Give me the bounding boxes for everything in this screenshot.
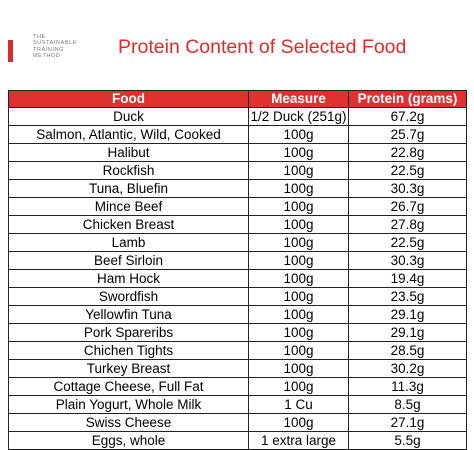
table-row: Rockfish 100g 22.5g	[8, 161, 467, 180]
food-cell: Halibut	[8, 143, 249, 162]
measure-cell: 100g	[248, 215, 349, 234]
protein-cell: 23.5g	[348, 287, 467, 306]
protein-cell: 22.5g	[348, 233, 467, 252]
protein-cell: 26.7g	[348, 197, 467, 216]
measure-cell: 100g	[248, 287, 349, 306]
protein-cell: 22.8g	[348, 143, 467, 162]
protein-cell: 30.3g	[348, 251, 467, 270]
table-row: Ham Hock 100g 19.4g	[8, 269, 467, 288]
table-row: Swiss Cheese 100g 27.1g	[8, 413, 467, 432]
food-cell: Yellowfin Tuna	[8, 305, 249, 324]
measure-cell: 100g	[248, 197, 349, 216]
protein-cell: 29.1g	[348, 305, 467, 324]
food-cell: Chicken Breast	[8, 215, 249, 234]
food-cell: Rockfish	[8, 161, 249, 180]
measure-cell: 100g	[248, 359, 349, 378]
protein-cell: 28.5g	[348, 341, 467, 360]
brand-line: TRAINING	[33, 46, 65, 53]
food-cell: Plain Yogurt, Whole Milk	[8, 395, 249, 414]
column-header-protein: Protein (grams)	[348, 90, 467, 108]
food-cell: Swiss Cheese	[8, 413, 249, 432]
food-cell: Pork Spareribs	[8, 323, 249, 342]
measure-cell: 100g	[248, 413, 349, 432]
food-cell: Cottage Cheese, Full Fat	[8, 377, 249, 396]
column-header-food: Food	[8, 90, 249, 108]
protein-cell: 67.2g	[348, 107, 467, 126]
table-row: Chichen Tights 100g 28.5g	[8, 341, 467, 360]
protein-cell: 22.5g	[348, 161, 467, 180]
protein-cell: 5.5g	[348, 431, 467, 450]
food-cell: Mince Beef	[8, 197, 249, 216]
table-row: Cottage Cheese, Full Fat 100g 11.3g	[8, 377, 467, 396]
measure-cell: 100g	[248, 305, 349, 324]
food-cell: Tuna, Bluefin	[8, 179, 249, 198]
protein-cell: 30.2g	[348, 359, 467, 378]
table-row: Chicken Breast 100g 27.8g	[8, 215, 467, 234]
measure-cell: 100g	[248, 125, 349, 144]
column-header-measure: Measure	[248, 90, 349, 108]
page-title: Protein Content of Selected Food	[118, 36, 407, 58]
protein-table: Food Measure Protein (grams) Duck 1/2 Duc…	[8, 90, 467, 450]
food-cell: Salmon, Atlantic, Wild, Cooked	[8, 125, 249, 144]
measure-cell: 100g	[248, 341, 349, 360]
table-row: Mince Beef 100g 26.7g	[8, 197, 467, 216]
protein-cell: 19.4g	[348, 269, 467, 288]
measure-cell: 100g	[248, 251, 349, 270]
food-cell: Beef Sirloin	[8, 251, 249, 270]
table-header-row: Food Measure Protein (grams)	[8, 90, 467, 108]
table-row: Beef Sirloin 100g 30.3g	[8, 251, 467, 270]
brand-logo: THE SUSTAINABLE TRAINING METHOD	[33, 34, 93, 59]
measure-cell: 100g	[248, 233, 349, 252]
measure-cell: 1 extra large	[248, 431, 349, 450]
table-row: Eggs, whole 1 extra large 5.5g	[8, 431, 467, 450]
table-row: Swordfish 100g 23.5g	[8, 287, 467, 306]
table-row: Turkey Breast 100g 30.2g	[8, 359, 467, 378]
brand-line: METHOD	[33, 52, 61, 59]
food-cell: Ham Hock	[8, 269, 249, 288]
table-row: Plain Yogurt, Whole Milk 1 Cu 8.5g	[8, 395, 467, 414]
food-cell: Duck	[8, 107, 249, 126]
protein-cell: 29.1g	[348, 323, 467, 342]
table-row: Tuna, Bluefin 100g 30.3g	[8, 179, 467, 198]
table-row: Duck 1/2 Duck (251g) 67.2g	[8, 107, 467, 126]
food-cell: Lamb	[8, 233, 249, 252]
brand-line: SUSTAINABLE	[33, 40, 78, 47]
protein-cell: 11.3g	[348, 377, 467, 396]
brand-line: THE	[33, 34, 46, 40]
food-cell: Swordfish	[8, 287, 249, 306]
table-row: Yellowfin Tuna 100g 29.1g	[8, 305, 467, 324]
protein-cell: 8.5g	[348, 395, 467, 414]
table-row: Salmon, Atlantic, Wild, Cooked 100g 25.7g	[8, 125, 467, 144]
measure-cell: 100g	[248, 179, 349, 198]
protein-cell: 27.1g	[348, 413, 467, 432]
table-row: Halibut 100g 22.8g	[8, 143, 467, 162]
protein-cell: 25.7g	[348, 125, 467, 144]
food-cell: Chichen Tights	[8, 341, 249, 360]
protein-cell: 27.8g	[348, 215, 467, 234]
measure-cell: 100g	[248, 377, 349, 396]
table-row: Pork Spareribs 100g 29.1g	[8, 323, 467, 342]
measure-cell: 100g	[248, 143, 349, 162]
measure-cell: 1/2 Duck (251g)	[248, 107, 349, 126]
measure-cell: 100g	[248, 269, 349, 288]
protein-cell: 30.3g	[348, 179, 467, 198]
food-cell: Turkey Breast	[8, 359, 249, 378]
measure-cell: 100g	[248, 161, 349, 180]
accent-bar	[8, 40, 13, 62]
food-cell: Eggs, whole	[8, 431, 249, 450]
table-body: Duck 1/2 Duck (251g) 67.2g Salmon, Atlantic…	[8, 107, 467, 450]
measure-cell: 1 Cu	[248, 395, 349, 414]
table-row: Lamb 100g 22.5g	[8, 233, 467, 252]
measure-cell: 100g	[248, 323, 349, 342]
